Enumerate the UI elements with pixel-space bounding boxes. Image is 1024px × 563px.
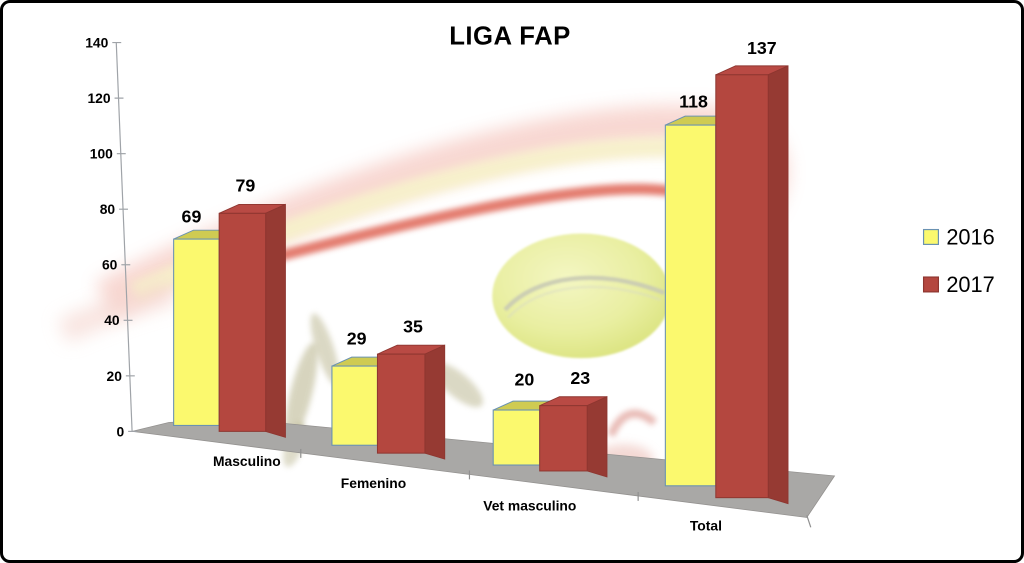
bar-2017 bbox=[539, 405, 588, 472]
data-label-2016: 118 bbox=[679, 91, 708, 111]
bar-2017 bbox=[218, 212, 267, 432]
data-label-2016: 29 bbox=[347, 328, 367, 348]
bar-2016 bbox=[492, 409, 541, 466]
chart-title: LIGA FAP bbox=[449, 23, 571, 51]
category-label: Femenino bbox=[341, 475, 406, 491]
y-tick-label: 0 bbox=[116, 423, 124, 439]
tennis-ball-seam bbox=[503, 275, 666, 312]
category-labels-layer: Masculino Femenino Vet masculino Total bbox=[213, 453, 722, 533]
white-dots-decoration bbox=[616, 256, 826, 443]
y-tick-label: 120 bbox=[88, 90, 111, 106]
bar-2017 bbox=[376, 353, 426, 454]
bar-2017-side-face bbox=[424, 344, 446, 460]
bar-2017-side-face bbox=[767, 65, 789, 505]
x-axis-end-tick bbox=[806, 515, 812, 528]
y-tick-label: 80 bbox=[100, 201, 116, 217]
legend-swatch-2017 bbox=[922, 276, 940, 293]
category-label: Vet masculino bbox=[483, 498, 576, 514]
bar-2016 bbox=[331, 365, 378, 446]
value-labels-layer: 69 79 29 35 20 23 118 137 bbox=[182, 38, 777, 389]
data-label-2017: 79 bbox=[235, 176, 255, 196]
category-label: Masculino bbox=[213, 453, 281, 469]
white-dot bbox=[788, 422, 818, 443]
bar-2016 bbox=[664, 124, 717, 487]
bar-2017 bbox=[715, 74, 769, 499]
bar-2017-side-face bbox=[265, 203, 286, 438]
pink-watermark-arc bbox=[607, 409, 657, 438]
legend-swatch-2016 bbox=[922, 228, 940, 245]
legend-label: 2016 bbox=[946, 224, 994, 249]
legend-item-2016: 2016 bbox=[922, 224, 995, 249]
olive-silhouette-1 bbox=[284, 342, 318, 443]
data-label-2016: 20 bbox=[514, 369, 534, 389]
white-dot bbox=[791, 298, 826, 321]
white-dot bbox=[791, 340, 826, 363]
legend-label: 2017 bbox=[946, 272, 994, 297]
white-dot bbox=[616, 375, 655, 400]
tennis-ball-body bbox=[492, 233, 671, 359]
y-tick-label: 20 bbox=[107, 368, 123, 384]
bar-2016 bbox=[173, 238, 220, 426]
data-label-2017: 35 bbox=[403, 316, 423, 336]
y-tick-label: 60 bbox=[102, 257, 118, 273]
legend: 2016 2017 bbox=[922, 224, 995, 297]
y-axis-line bbox=[115, 42, 133, 432]
category-label: Total bbox=[690, 517, 722, 533]
tennis-ball-decoration bbox=[492, 233, 671, 359]
y-axis-layer: 0 20 40 60 80 100 120 140 bbox=[85, 35, 138, 439]
bar-2017-side-face bbox=[586, 396, 608, 478]
white-dot bbox=[790, 381, 824, 404]
bar-chart-canvas: 0 20 40 60 80 100 120 140 69 79 29 35 20 23 118 137 Ma… bbox=[57, 23, 995, 533]
y-tick-label: 140 bbox=[85, 35, 108, 51]
data-label-2016: 69 bbox=[182, 206, 202, 226]
data-label-2017: 23 bbox=[570, 368, 590, 388]
bars-layer bbox=[173, 65, 789, 505]
swoosh-decoration-tail bbox=[57, 279, 178, 344]
legend-item-2017: 2017 bbox=[922, 272, 995, 297]
y-tick-label: 100 bbox=[90, 146, 113, 162]
tennis-ball-seam-shadow bbox=[507, 285, 661, 319]
white-dot bbox=[791, 256, 826, 279]
data-label-2017: 137 bbox=[747, 38, 777, 58]
y-tick-label: 40 bbox=[104, 312, 120, 328]
